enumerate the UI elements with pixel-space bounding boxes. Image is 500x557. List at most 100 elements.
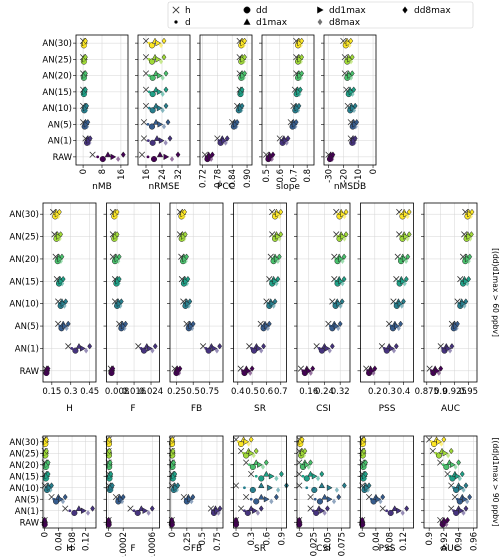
x-tick-label: 0.92 (440, 532, 450, 551)
data-point-RAW (233, 516, 239, 524)
data-point-AN(20) (82, 75, 88, 81)
category-label: AN(15) (9, 472, 39, 482)
data-point-AN(10) (232, 482, 240, 489)
row-side-label: [(dd)d1max > 90 ppbv] (491, 438, 500, 527)
x-tick-label: 0.08 (386, 532, 396, 551)
legend-marker-d8max (317, 18, 323, 26)
category-label: AN(10) (9, 300, 39, 310)
category-label: AN(1) (15, 344, 39, 354)
category-label: AN(25) (9, 449, 39, 459)
data-point-AN(15) (239, 91, 244, 97)
data-point-AN(10) (48, 487, 53, 493)
data-point-RAW (163, 153, 170, 161)
data-point-AN(5) (467, 493, 473, 501)
data-point-AN(5) (333, 322, 340, 330)
x-tick-label: 0.24 (315, 387, 334, 397)
data-point-AN(1) (259, 347, 264, 354)
data-point-RAW (116, 156, 121, 162)
data-point-AN(20) (184, 253, 189, 260)
data-point-AN(5) (249, 497, 253, 501)
data-point-RAW (89, 151, 96, 158)
data-point-AN(25) (242, 53, 247, 61)
data-point-AN(1) (72, 347, 79, 354)
data-point-RAW (308, 370, 313, 376)
data-point-AN(15) (160, 91, 165, 97)
data-point-AN(25) (251, 452, 256, 459)
data-point-AN(5) (258, 493, 265, 500)
data-point-AN(25) (301, 452, 307, 459)
data-point-AN(20) (242, 70, 247, 77)
data-point-AN(15) (457, 475, 462, 482)
data-point-AN(30) (248, 436, 254, 443)
data-point-RAW (175, 151, 181, 158)
x-axis-label: nMB (92, 182, 112, 192)
data-point-AN(25) (442, 450, 449, 457)
data-point-AN(1) (258, 505, 264, 512)
panel-frame (106, 202, 160, 383)
panel-frame (296, 435, 351, 529)
data-point-AN(5) (65, 320, 71, 328)
x-axis-label: CSI (316, 404, 331, 414)
category-label: AN(15) (9, 277, 39, 287)
x-axis-label: FB (191, 404, 202, 414)
data-point-AN(1) (285, 135, 291, 142)
x-tick-label: 0.3 (382, 387, 396, 397)
legend-marker-dd (243, 6, 251, 14)
category-label: RAW (20, 518, 40, 528)
data-point-AN(30) (343, 208, 349, 216)
data-point-AN(1) (261, 343, 266, 350)
data-point-AN(15) (340, 280, 345, 287)
data-point-AN(30) (241, 42, 246, 49)
data-point-AN(25) (343, 231, 349, 238)
data-point-AN(1) (396, 507, 402, 514)
data-point-RAW (45, 370, 50, 376)
data-point-RAW (104, 151, 112, 158)
data-point-RAW (209, 156, 214, 162)
data-point-AN(10) (239, 102, 245, 110)
x-axis-label: CSI (316, 544, 331, 554)
panel-frame (42, 202, 97, 383)
x-tick-label: 0.7 (289, 169, 299, 183)
data-point-RAW (269, 156, 274, 162)
data-point-AN(25) (148, 58, 156, 65)
data-point-AN(5) (243, 493, 250, 501)
category-label: AN(30) (9, 210, 39, 220)
data-point-AN(30) (361, 441, 366, 447)
data-point-AN(1) (319, 507, 326, 514)
data-point-AN(20) (45, 464, 50, 470)
data-point-RAW (444, 521, 449, 528)
x-tick-label: 0.3 (64, 387, 78, 397)
x-tick-label: 0.9 (434, 387, 448, 397)
data-point-AN(25) (241, 58, 246, 65)
data-point-AN(1) (80, 507, 87, 514)
data-point-AN(15) (454, 473, 461, 480)
data-point-AN(20) (276, 253, 282, 260)
data-point-RAW (330, 151, 336, 158)
data-point-AN(20) (156, 72, 163, 79)
data-point-AN(10) (461, 487, 466, 493)
data-point-AN(20) (299, 70, 305, 77)
data-point-AN(1) (461, 510, 466, 516)
data-point-RAW (110, 365, 116, 372)
x-tick-label: 0.5 (186, 387, 200, 397)
data-point-AN(10) (118, 303, 123, 309)
data-point-AN(10) (338, 303, 343, 309)
data-point-AN(5) (454, 325, 459, 332)
data-point-AN(1) (223, 140, 228, 146)
x-tick-label: 0.9 (277, 532, 287, 546)
data-point-AN(30) (56, 208, 62, 216)
data-point-AN(5) (293, 118, 299, 126)
data-point-AN(1) (224, 135, 230, 142)
data-point-AN(15) (258, 475, 265, 482)
data-point-AN(1) (153, 135, 161, 141)
data-point-AN(5) (190, 493, 196, 501)
data-point-AN(15) (142, 86, 150, 93)
category-label: AN(1) (48, 137, 72, 147)
data-point-AN(20) (341, 253, 347, 260)
data-point-AN(15) (116, 280, 121, 287)
data-point-AN(30) (83, 37, 88, 45)
panel-frame (423, 202, 478, 383)
data-point-AN(15) (311, 473, 318, 480)
data-point-AN(5) (60, 498, 66, 505)
